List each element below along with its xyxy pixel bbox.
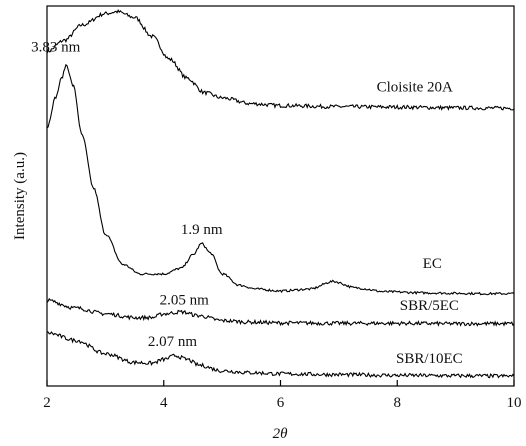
y-axis-title: Intensity (a.u.) xyxy=(12,152,28,240)
series-labels: Cloisite 20A EC SBR/5EC SBR/10EC xyxy=(377,80,463,368)
series-line-cloisite-20a xyxy=(46,9,515,111)
series-line-sbr-10ec xyxy=(46,330,515,379)
x-tick-label: 4 xyxy=(160,395,168,411)
x-tick-label: 6 xyxy=(277,395,285,411)
peak-annotation: 1.9 nm xyxy=(181,222,223,238)
annotations: 2.82 nm3.83 nm1.9 nm2.05 nm2.07 nm xyxy=(31,40,223,351)
series-line-ec xyxy=(46,63,515,296)
series-label: SBR/10EC xyxy=(396,351,463,367)
peak-annotation: 3.83 nm xyxy=(31,40,81,56)
x-tick-label: 8 xyxy=(394,395,402,411)
series-label: EC xyxy=(423,256,442,272)
series-label: SBR/5EC xyxy=(400,298,459,314)
x-axis-title: 2θ xyxy=(273,426,289,442)
x-tick-label: 2 xyxy=(43,395,51,411)
x-tick-label: 10 xyxy=(507,395,522,411)
plot-frame xyxy=(46,5,515,387)
series-layer xyxy=(46,9,515,379)
series-label: Cloisite 20A xyxy=(377,80,453,96)
x-ticks: 2 4 6 8 10 xyxy=(43,380,522,411)
series-line-sbr-5ec xyxy=(46,297,515,327)
peak-annotation: 2.05 nm xyxy=(160,292,210,308)
peak-annotation: 2.07 nm xyxy=(148,334,198,350)
